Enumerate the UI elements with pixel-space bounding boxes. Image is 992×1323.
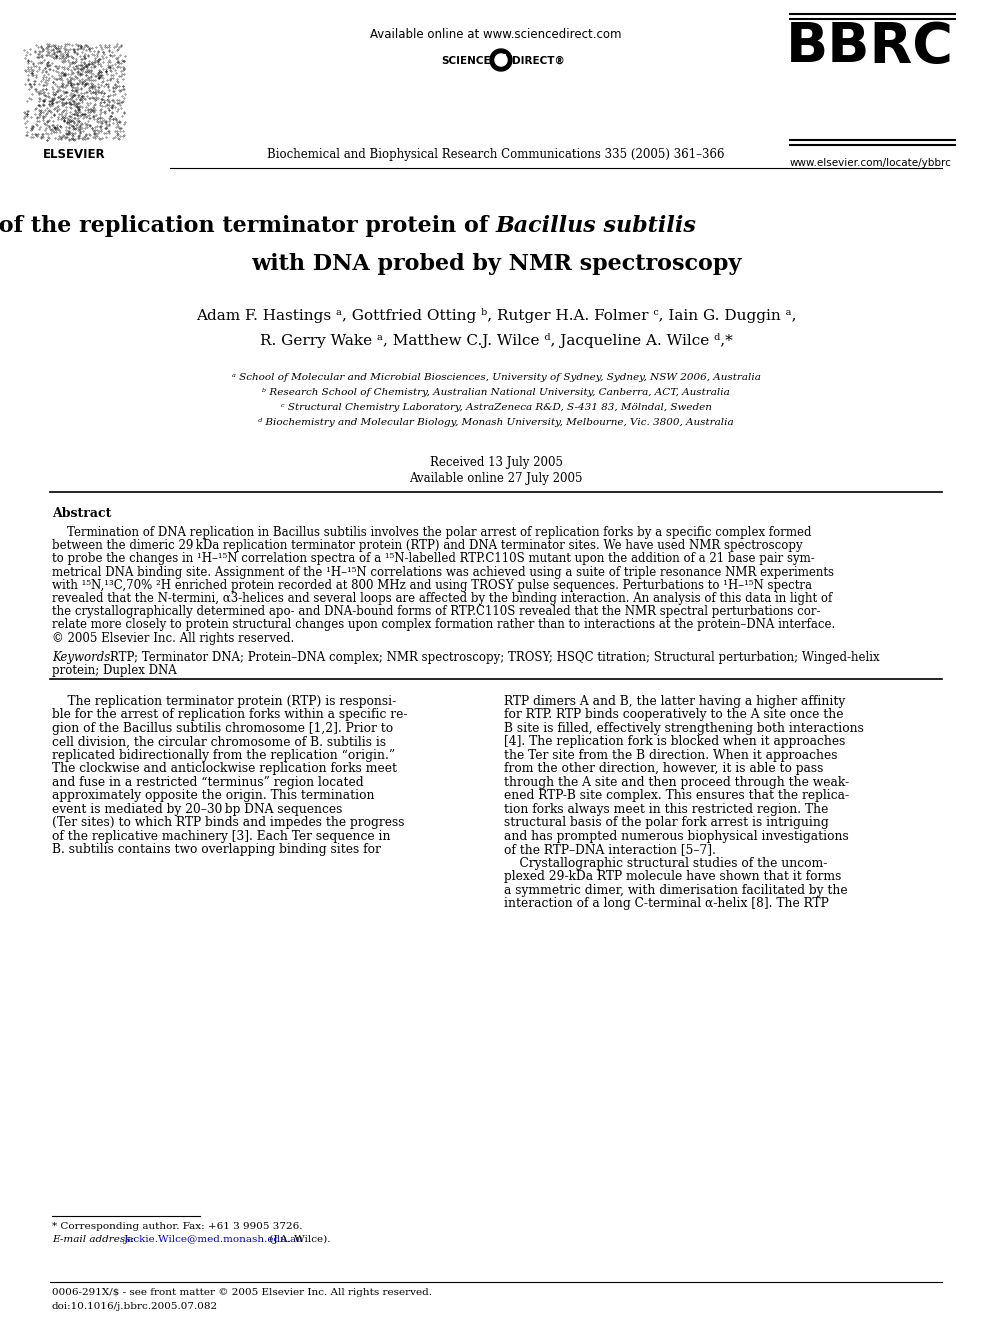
Text: The clockwise and anticlockwise replication forks meet: The clockwise and anticlockwise replicat… [52, 762, 397, 775]
Text: DIRECT®: DIRECT® [512, 56, 564, 66]
Text: plexed 29-kDa RTP molecule have shown that it forms: plexed 29-kDa RTP molecule have shown th… [504, 871, 841, 884]
Text: ble for the arrest of replication forks within a specific re-: ble for the arrest of replication forks … [52, 708, 408, 721]
Text: with ¹⁵N,¹³C,70% ²H enriched protein recorded at 800 MHz and using TROSY pulse s: with ¹⁵N,¹³C,70% ²H enriched protein rec… [52, 578, 812, 591]
Text: and fuse in a restricted “terminus” region located: and fuse in a restricted “terminus” regi… [52, 775, 364, 789]
Text: cell division, the circular chromosome of B. subtilis is: cell division, the circular chromosome o… [52, 736, 386, 749]
Text: ᶜ Structural Chemistry Laboratory, AstraZeneca R&D, S-431 83, Mölndal, Sweden: ᶜ Structural Chemistry Laboratory, Astra… [281, 404, 711, 411]
Text: approximately opposite the origin. This termination: approximately opposite the origin. This … [52, 790, 375, 802]
Text: R. Gerry Wake ᵃ, Matthew C.J. Wilce ᵈ, Jacqueline A. Wilce ᵈ,*: R. Gerry Wake ᵃ, Matthew C.J. Wilce ᵈ, J… [260, 333, 732, 348]
Text: metrical DNA binding site. Assignment of the ¹H–¹⁵N correlations was achieved us: metrical DNA binding site. Assignment of… [52, 566, 834, 578]
Text: relate more closely to protein structural changes upon complex formation rather : relate more closely to protein structura… [52, 618, 835, 631]
Text: The replication terminator protein (RTP) is responsi-: The replication terminator protein (RTP)… [52, 695, 396, 708]
Text: © 2005 Elsevier Inc. All rights reserved.: © 2005 Elsevier Inc. All rights reserved… [52, 631, 295, 644]
Text: Interaction of the replication terminator protein of: Interaction of the replication terminato… [0, 216, 496, 237]
Text: SCIENCE: SCIENCE [441, 56, 491, 66]
Text: ᵇ Research School of Chemistry, Australian National University, Canberra, ACT, A: ᵇ Research School of Chemistry, Australi… [262, 388, 730, 397]
Text: RTP; Terminator DNA; Protein–DNA complex; NMR spectroscopy; TROSY; HSQC titratio: RTP; Terminator DNA; Protein–DNA complex… [110, 651, 880, 664]
Text: (Ter sites) to which RTP binds and impedes the progress: (Ter sites) to which RTP binds and imped… [52, 816, 405, 830]
Text: revealed that the N-termini, α3-helices and several loops are affected by the bi: revealed that the N-termini, α3-helices … [52, 591, 832, 605]
Text: tion forks always meet in this restricted region. The: tion forks always meet in this restricte… [504, 803, 828, 816]
Text: Available online 27 July 2005: Available online 27 July 2005 [410, 472, 582, 486]
Text: the crystallographically determined apo- and DNA-bound forms of RTP.C110S reveal: the crystallographically determined apo-… [52, 605, 820, 618]
Text: Adam F. Hastings ᵃ, Gottfried Otting ᵇ, Rutger H.A. Folmer ᶜ, Iain G. Duggin ᵃ,: Adam F. Hastings ᵃ, Gottfried Otting ᵇ, … [195, 308, 797, 323]
Text: www.elsevier.com/locate/ybbrc: www.elsevier.com/locate/ybbrc [789, 157, 951, 168]
Text: ELSEVIER: ELSEVIER [44, 148, 106, 161]
Text: of the replicative machinery [3]. Each Ter sequence in: of the replicative machinery [3]. Each T… [52, 830, 391, 843]
Text: * Corresponding author. Fax: +61 3 9905 3726.: * Corresponding author. Fax: +61 3 9905 … [52, 1222, 303, 1230]
Text: Crystallographic structural studies of the uncom-: Crystallographic structural studies of t… [504, 857, 827, 869]
Polygon shape [490, 49, 512, 71]
Text: the Ter site from the B direction. When it approaches: the Ter site from the B direction. When … [504, 749, 837, 762]
Text: of the RTP–DNA interaction [5–7].: of the RTP–DNA interaction [5–7]. [504, 843, 716, 856]
Text: B site is filled, effectively strengthening both interactions: B site is filled, effectively strengthen… [504, 722, 864, 734]
Polygon shape [495, 54, 507, 66]
Text: d: d [497, 53, 506, 66]
Text: from the other direction, however, it is able to pass: from the other direction, however, it is… [504, 762, 823, 775]
Text: Received 13 July 2005: Received 13 July 2005 [430, 456, 562, 468]
Text: event is mediated by 20–30 bp DNA sequences: event is mediated by 20–30 bp DNA sequen… [52, 803, 342, 816]
Text: E-mail address:: E-mail address: [52, 1234, 137, 1244]
Text: through the A site and then proceed through the weak-: through the A site and then proceed thro… [504, 775, 849, 789]
Text: 0006-291X/$ - see front matter © 2005 Elsevier Inc. All rights reserved.: 0006-291X/$ - see front matter © 2005 El… [52, 1289, 432, 1297]
Text: RTP dimers A and B, the latter having a higher affinity: RTP dimers A and B, the latter having a … [504, 695, 845, 708]
Text: BBRC: BBRC [786, 20, 954, 74]
Text: (J.A. Wilce).: (J.A. Wilce). [266, 1234, 330, 1244]
Text: doi:10.1016/j.bbrc.2005.07.082: doi:10.1016/j.bbrc.2005.07.082 [52, 1302, 218, 1311]
Text: structural basis of the polar fork arrest is intriguing: structural basis of the polar fork arres… [504, 816, 828, 830]
Text: ened RTP-B site complex. This ensures that the replica-: ened RTP-B site complex. This ensures th… [504, 790, 849, 802]
Text: B. subtilis contains two overlapping binding sites for: B. subtilis contains two overlapping bin… [52, 843, 381, 856]
Text: ᵃ School of Molecular and Microbial Biosciences, University of Sydney, Sydney, N: ᵃ School of Molecular and Microbial Bios… [231, 373, 761, 382]
Text: Available online at www.sciencedirect.com: Available online at www.sciencedirect.co… [370, 28, 622, 41]
Text: a symmetric dimer, with dimerisation facilitated by the: a symmetric dimer, with dimerisation fac… [504, 884, 847, 897]
Text: Biochemical and Biophysical Research Communications 335 (2005) 361–366: Biochemical and Biophysical Research Com… [267, 148, 725, 161]
Text: and has prompted numerous biophysical investigations: and has prompted numerous biophysical in… [504, 830, 849, 843]
Text: ᵈ Biochemistry and Molecular Biology, Monash University, Melbourne, Vic. 3800, A: ᵈ Biochemistry and Molecular Biology, Mo… [258, 418, 734, 427]
Text: Abstract: Abstract [52, 507, 111, 520]
Text: for RTP. RTP binds cooperatively to the A site once the: for RTP. RTP binds cooperatively to the … [504, 708, 843, 721]
Text: with DNA probed by NMR spectroscopy: with DNA probed by NMR spectroscopy [251, 253, 741, 275]
Text: Jackie.Wilce@med.monash.edu.au: Jackie.Wilce@med.monash.edu.au [124, 1234, 304, 1244]
Text: Termination of DNA replication in Bacillus subtilis involves the polar arrest of: Termination of DNA replication in Bacill… [52, 527, 811, 538]
Text: Keywords:: Keywords: [52, 651, 118, 664]
Text: protein; Duplex DNA: protein; Duplex DNA [52, 664, 177, 677]
Text: gion of the Bacillus subtilis chromosome [1,2]. Prior to: gion of the Bacillus subtilis chromosome… [52, 722, 393, 734]
Text: to probe the changes in ¹H–¹⁵N correlation spectra of a ¹⁵N-labelled RTP.C110S m: to probe the changes in ¹H–¹⁵N correlati… [52, 553, 814, 565]
Text: replicated bidirectionally from the replication “origin.”: replicated bidirectionally from the repl… [52, 749, 395, 762]
Text: d: d [497, 53, 506, 66]
Text: [4]. The replication fork is blocked when it approaches: [4]. The replication fork is blocked whe… [504, 736, 845, 749]
Text: interaction of a long C-terminal α-helix [8]. The RTP: interaction of a long C-terminal α-helix… [504, 897, 828, 910]
Text: between the dimeric 29 kDa replication terminator protein (RTP) and DNA terminat: between the dimeric 29 kDa replication t… [52, 540, 803, 552]
Text: Bacillus subtilis: Bacillus subtilis [496, 216, 696, 237]
